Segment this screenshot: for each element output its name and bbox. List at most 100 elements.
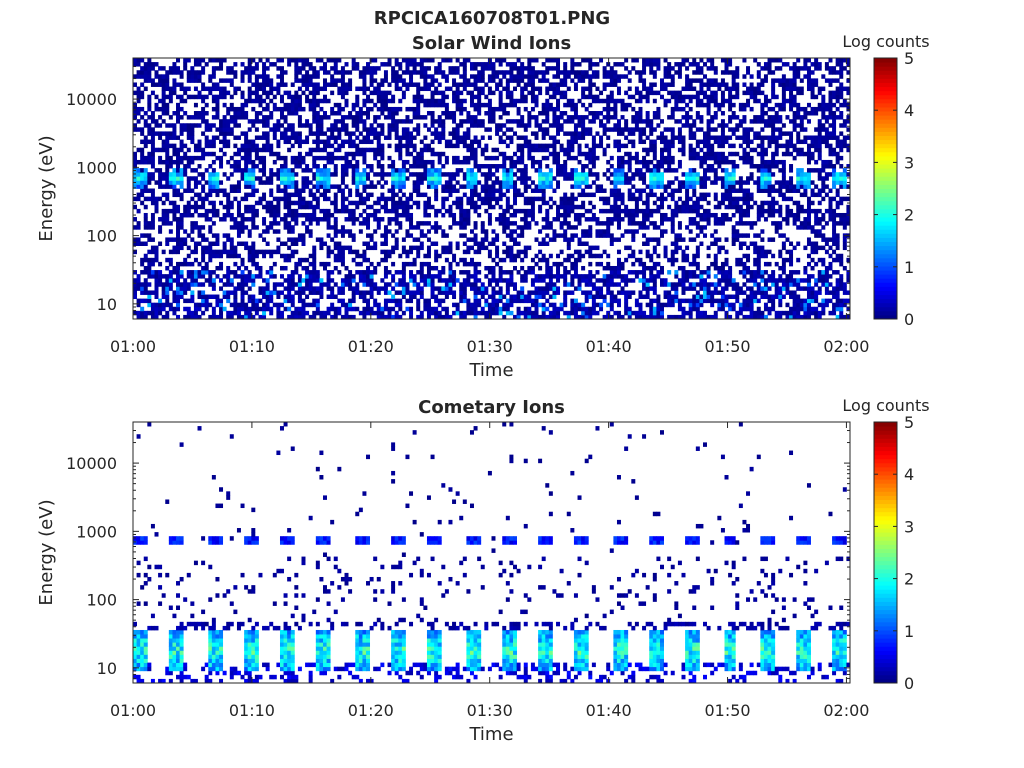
heatmap-cell bbox=[147, 94, 152, 100]
heatmap-cell bbox=[434, 180, 439, 185]
heatmap-cell bbox=[498, 90, 503, 96]
heatmap-cell bbox=[258, 111, 263, 116]
heatmap-cell bbox=[147, 139, 152, 145]
heatmap-cell bbox=[638, 314, 643, 320]
heatmap-cell bbox=[530, 115, 535, 120]
heatmap-cell bbox=[297, 139, 302, 145]
heatmap-cell bbox=[444, 208, 449, 214]
heatmap-cell bbox=[136, 286, 141, 291]
heatmap-cell bbox=[509, 310, 514, 316]
heatmap-cell bbox=[548, 106, 553, 112]
heatmap-cell bbox=[344, 90, 349, 96]
heatmap-cell bbox=[577, 147, 582, 153]
heatmap-cell bbox=[348, 135, 353, 140]
heatmap-cell bbox=[559, 78, 564, 83]
heatmap-cell bbox=[297, 119, 302, 124]
heatmap-cell bbox=[541, 290, 546, 295]
heatmap-cell bbox=[276, 139, 281, 145]
heatmap-cell bbox=[279, 131, 284, 136]
heatmap-cell bbox=[627, 94, 632, 100]
heatmap-cell bbox=[505, 111, 510, 116]
heatmap-cell bbox=[312, 86, 317, 92]
heatmap-cell bbox=[505, 62, 510, 67]
heatmap-cell bbox=[340, 278, 345, 283]
heatmap-cell bbox=[383, 306, 388, 312]
heatmap-cell bbox=[204, 151, 209, 157]
heatmap-cell bbox=[591, 143, 596, 149]
heatmap-cell bbox=[133, 115, 137, 120]
heatmap-cell bbox=[308, 74, 313, 79]
heatmap-cell bbox=[487, 217, 492, 222]
heatmap-cell bbox=[426, 98, 431, 104]
heatmap-cell bbox=[394, 143, 399, 149]
heatmap-cell bbox=[416, 176, 421, 181]
heatmap-cell bbox=[383, 196, 388, 202]
heatmap-cell bbox=[563, 298, 568, 304]
heatmap-cell bbox=[477, 212, 482, 218]
heatmap-cell bbox=[538, 241, 543, 246]
heatmap-cell bbox=[355, 204, 360, 210]
heatmap-cell bbox=[330, 172, 335, 177]
heatmap-cell bbox=[258, 176, 263, 181]
heatmap-cell bbox=[473, 265, 478, 271]
heatmap-cell bbox=[430, 115, 435, 120]
heatmap-cell bbox=[631, 115, 636, 120]
heatmap-cell bbox=[287, 58, 292, 63]
heatmap-cell bbox=[383, 270, 388, 275]
heatmap-cell bbox=[634, 123, 639, 128]
heatmap-cell bbox=[165, 164, 170, 169]
heatmap-cell bbox=[193, 155, 198, 161]
heatmap-cell bbox=[143, 180, 148, 185]
heatmap-cell bbox=[258, 168, 263, 173]
heatmap-cell bbox=[276, 172, 281, 177]
heatmap-cell bbox=[480, 119, 485, 124]
heatmap-cell bbox=[308, 102, 313, 108]
heatmap-cell bbox=[290, 278, 295, 283]
heatmap-cell bbox=[186, 286, 191, 291]
heatmap-cell bbox=[165, 265, 170, 271]
heatmap-cell bbox=[616, 290, 621, 295]
heatmap-cell bbox=[434, 151, 439, 157]
heatmap-cell bbox=[254, 253, 259, 259]
heatmap-cell bbox=[638, 306, 643, 312]
heatmap-cell bbox=[254, 306, 259, 312]
heatmap-cell bbox=[326, 274, 331, 279]
heatmap-cell bbox=[337, 70, 342, 75]
heatmap-cell bbox=[337, 78, 342, 83]
heatmap-cell bbox=[301, 204, 306, 210]
heatmap-cell bbox=[466, 127, 471, 132]
heatmap-cell bbox=[509, 233, 514, 238]
heatmap-cell bbox=[294, 212, 299, 218]
heatmap-cell bbox=[609, 70, 614, 75]
heatmap-cell bbox=[165, 82, 170, 87]
heatmap-cell bbox=[505, 221, 510, 226]
heatmap-cell bbox=[484, 172, 489, 177]
heatmap-cell bbox=[505, 290, 510, 295]
heatmap-cell bbox=[541, 314, 546, 320]
heatmap-cell bbox=[613, 192, 618, 198]
heatmap-cell bbox=[495, 237, 500, 242]
heatmap-cell bbox=[276, 237, 281, 242]
heatmap-cell bbox=[380, 286, 385, 291]
heatmap-cell bbox=[219, 306, 224, 312]
heatmap-cell bbox=[161, 98, 166, 104]
heatmap-cell bbox=[161, 274, 166, 279]
heatmap-cell bbox=[358, 253, 363, 259]
heatmap-cell bbox=[516, 192, 521, 198]
heatmap-cell bbox=[276, 294, 281, 300]
heatmap-cell bbox=[624, 204, 629, 210]
heatmap-cell bbox=[240, 196, 245, 202]
heatmap-cell bbox=[272, 290, 277, 295]
heatmap-cell bbox=[204, 94, 209, 100]
heatmap-cell bbox=[534, 94, 539, 100]
heatmap-cell bbox=[430, 78, 435, 83]
heatmap-cell bbox=[391, 233, 396, 238]
heatmap-cell bbox=[466, 278, 471, 283]
heatmap-cell bbox=[505, 172, 510, 177]
heatmap-cell bbox=[244, 265, 249, 271]
heatmap-cell bbox=[204, 265, 209, 271]
heatmap-cell bbox=[452, 119, 457, 124]
heatmap-cell bbox=[233, 188, 238, 193]
heatmap-cell bbox=[340, 86, 345, 92]
heatmap-cell bbox=[487, 127, 492, 132]
